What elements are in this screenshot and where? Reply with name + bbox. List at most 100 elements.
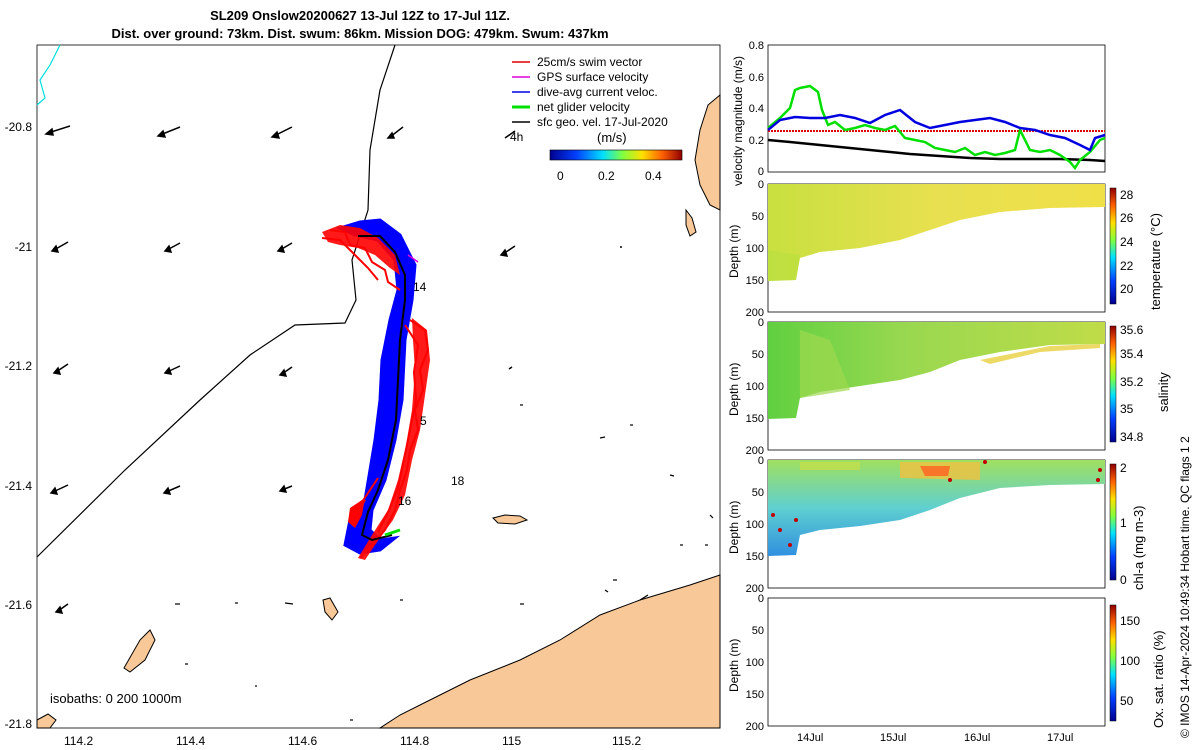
mainland-coast [378,574,721,729]
cb-tick: 28 [1120,188,1134,202]
depth-tick: 100 [746,381,764,393]
reef-marks [175,404,714,721]
cb-tick: 35 [1120,402,1134,416]
time-tick: 17Jul [1047,732,1073,744]
depth-tick: 100 [746,657,764,669]
speed-colorbar: (m/s) 0 0.2 0.4 [549,130,683,183]
day-label: 18 [451,474,465,488]
cb-tick: 35.6 [1120,323,1144,337]
cb-tick: 26 [1120,211,1134,225]
time-tick: 15Jul [880,732,906,744]
chla-cb-label: chl-a (mg m-3) [1131,505,1146,590]
y-tick-label: -21.2 [5,359,33,373]
map-x-axis: 114.2 114.4 114.6 114.8 115 115.2 [64,734,641,748]
time-tick: 16Jul [964,732,990,744]
depth-tick: 50 [752,625,764,637]
depth-tick: 200 [746,307,764,319]
cb-tick: 24 [1120,235,1134,249]
cb-tick: 2 [1120,461,1127,475]
depth-tick: 150 [746,275,764,287]
y-tick-label: 0.8 [749,40,764,52]
velocity-ylabel: velocity magnitude (m/s) [731,56,745,186]
cyan-contour [36,44,61,106]
y-tick-label: 0 [758,166,764,178]
salinity-panel: 0 50 100 150 200 Depth (m) 35.6 35.4 35.… [727,317,1171,457]
swim-vector-fill-top [322,225,400,275]
y-tick-label: -21 [15,240,33,254]
net-glider-velocity-arrow [384,528,401,537]
depth-tick: 100 [746,519,764,531]
temperature-section [768,184,1105,281]
cb-tick: 50 [1120,694,1134,708]
depth-tick: 200 [746,721,764,733]
time-tick: 14Jul [797,732,823,744]
y-tick-label: -21.4 [5,479,33,493]
x-tick-label: 114.6 [288,734,317,748]
x-tick-label: 114.8 [400,734,429,748]
depth-ylabel: Depth (m) [727,363,741,416]
legend-dive-avg-current: dive-avg current veloc. [537,85,658,99]
depth-tick: 100 [746,243,764,255]
island [322,597,339,621]
salinity-section [768,322,1105,419]
depth-tick: 150 [746,689,764,701]
legend-gps-velocity: GPS surface velocity [537,70,648,84]
cb-tick: 35.2 [1120,375,1144,389]
island [36,713,57,729]
y-tick-label: 0.6 [749,72,764,84]
map-y-axis: -20.8 -21 -21.2 -21.4 -21.6 -21.8 [5,120,33,731]
cb-tick: 20 [1120,282,1134,296]
depth-tick: 200 [746,583,764,595]
y-tick-label: -21.6 [5,598,33,612]
islet [685,208,697,237]
isobath-line [36,44,396,558]
depth-tick: 200 [746,445,764,457]
depth-tick: 50 [752,487,764,499]
day-label: 5 [420,414,427,428]
swim-vector-fill-bottom [348,498,365,528]
chla-panel: 0 50 100 150 200 Depth (m) 2 1 0 chl-a (… [727,455,1146,595]
y-tick-label: -21.8 [5,717,33,731]
map-panel: 14 5 16 18 25cm/s swim vector GPS surfac… [5,44,721,748]
net-speed-line [767,84,1106,171]
cb-tick: 0 [1120,573,1127,587]
island [123,629,156,673]
cb-tick: 150 [1120,614,1140,628]
y-tick-label: 0.4 [749,103,764,115]
oxygen-cb-label: Ox. sat. ratio (%) [1151,630,1166,728]
geo-speed-line [767,138,1106,163]
cb-tick: 35.4 [1120,347,1144,361]
isobaths-label: isobaths: 0 200 1000m [50,691,182,706]
figure-title-line1: SL209 Onslow20200627 13-Jul 12Z to 17-Ju… [210,8,510,23]
cb-tick: 34.8 [1120,430,1144,444]
depth-tick: 0 [758,455,764,467]
colorbar-unit: (m/s) [597,130,627,145]
credit-text: © IMOS 14-Apr-2024 10:49:34 Hobart time.… [1178,436,1192,738]
legend-swim-vector: 25cm/s swim vector [537,55,642,69]
depth-ylabel: Depth (m) [727,639,741,692]
depth-tick: 150 [746,551,764,563]
day-label: 14 [413,280,427,294]
depth-tick: 150 [746,413,764,425]
x-tick-label: 114.2 [64,734,93,748]
land-top-right [694,93,721,211]
depth-ylabel: Depth (m) [727,225,741,278]
depth-tick: 0 [758,179,764,191]
salinity-cb-label: salinity [1156,372,1171,412]
legend-sfc-geo-velocity: sfc geo. vel. 17-Jul-2020 [537,115,668,129]
oxygen-panel: 0 50 100 150 200 Depth (m) 150 100 50 Ox… [727,593,1166,744]
depth-tick: 50 [752,349,764,361]
x-tick-label: 115.2 [612,734,641,748]
colorbar-tick: 0 [557,169,564,183]
island [492,514,529,525]
current-speed-line [767,108,1106,152]
cb-tick: 1 [1120,516,1127,530]
velocity-panel: 0 0.2 0.4 0.6 0.8 velocity magnitude (m/… [731,40,1106,186]
scale-label: 4h [510,130,523,144]
legend-net-glider-velocity: net glider velocity [537,100,630,114]
chla-section [768,460,1105,556]
colorbar-tick: 0.2 [598,169,615,183]
swim-vector-fill [358,318,430,560]
depth-tick: 50 [752,211,764,223]
x-tick-label: 114.4 [176,734,205,748]
